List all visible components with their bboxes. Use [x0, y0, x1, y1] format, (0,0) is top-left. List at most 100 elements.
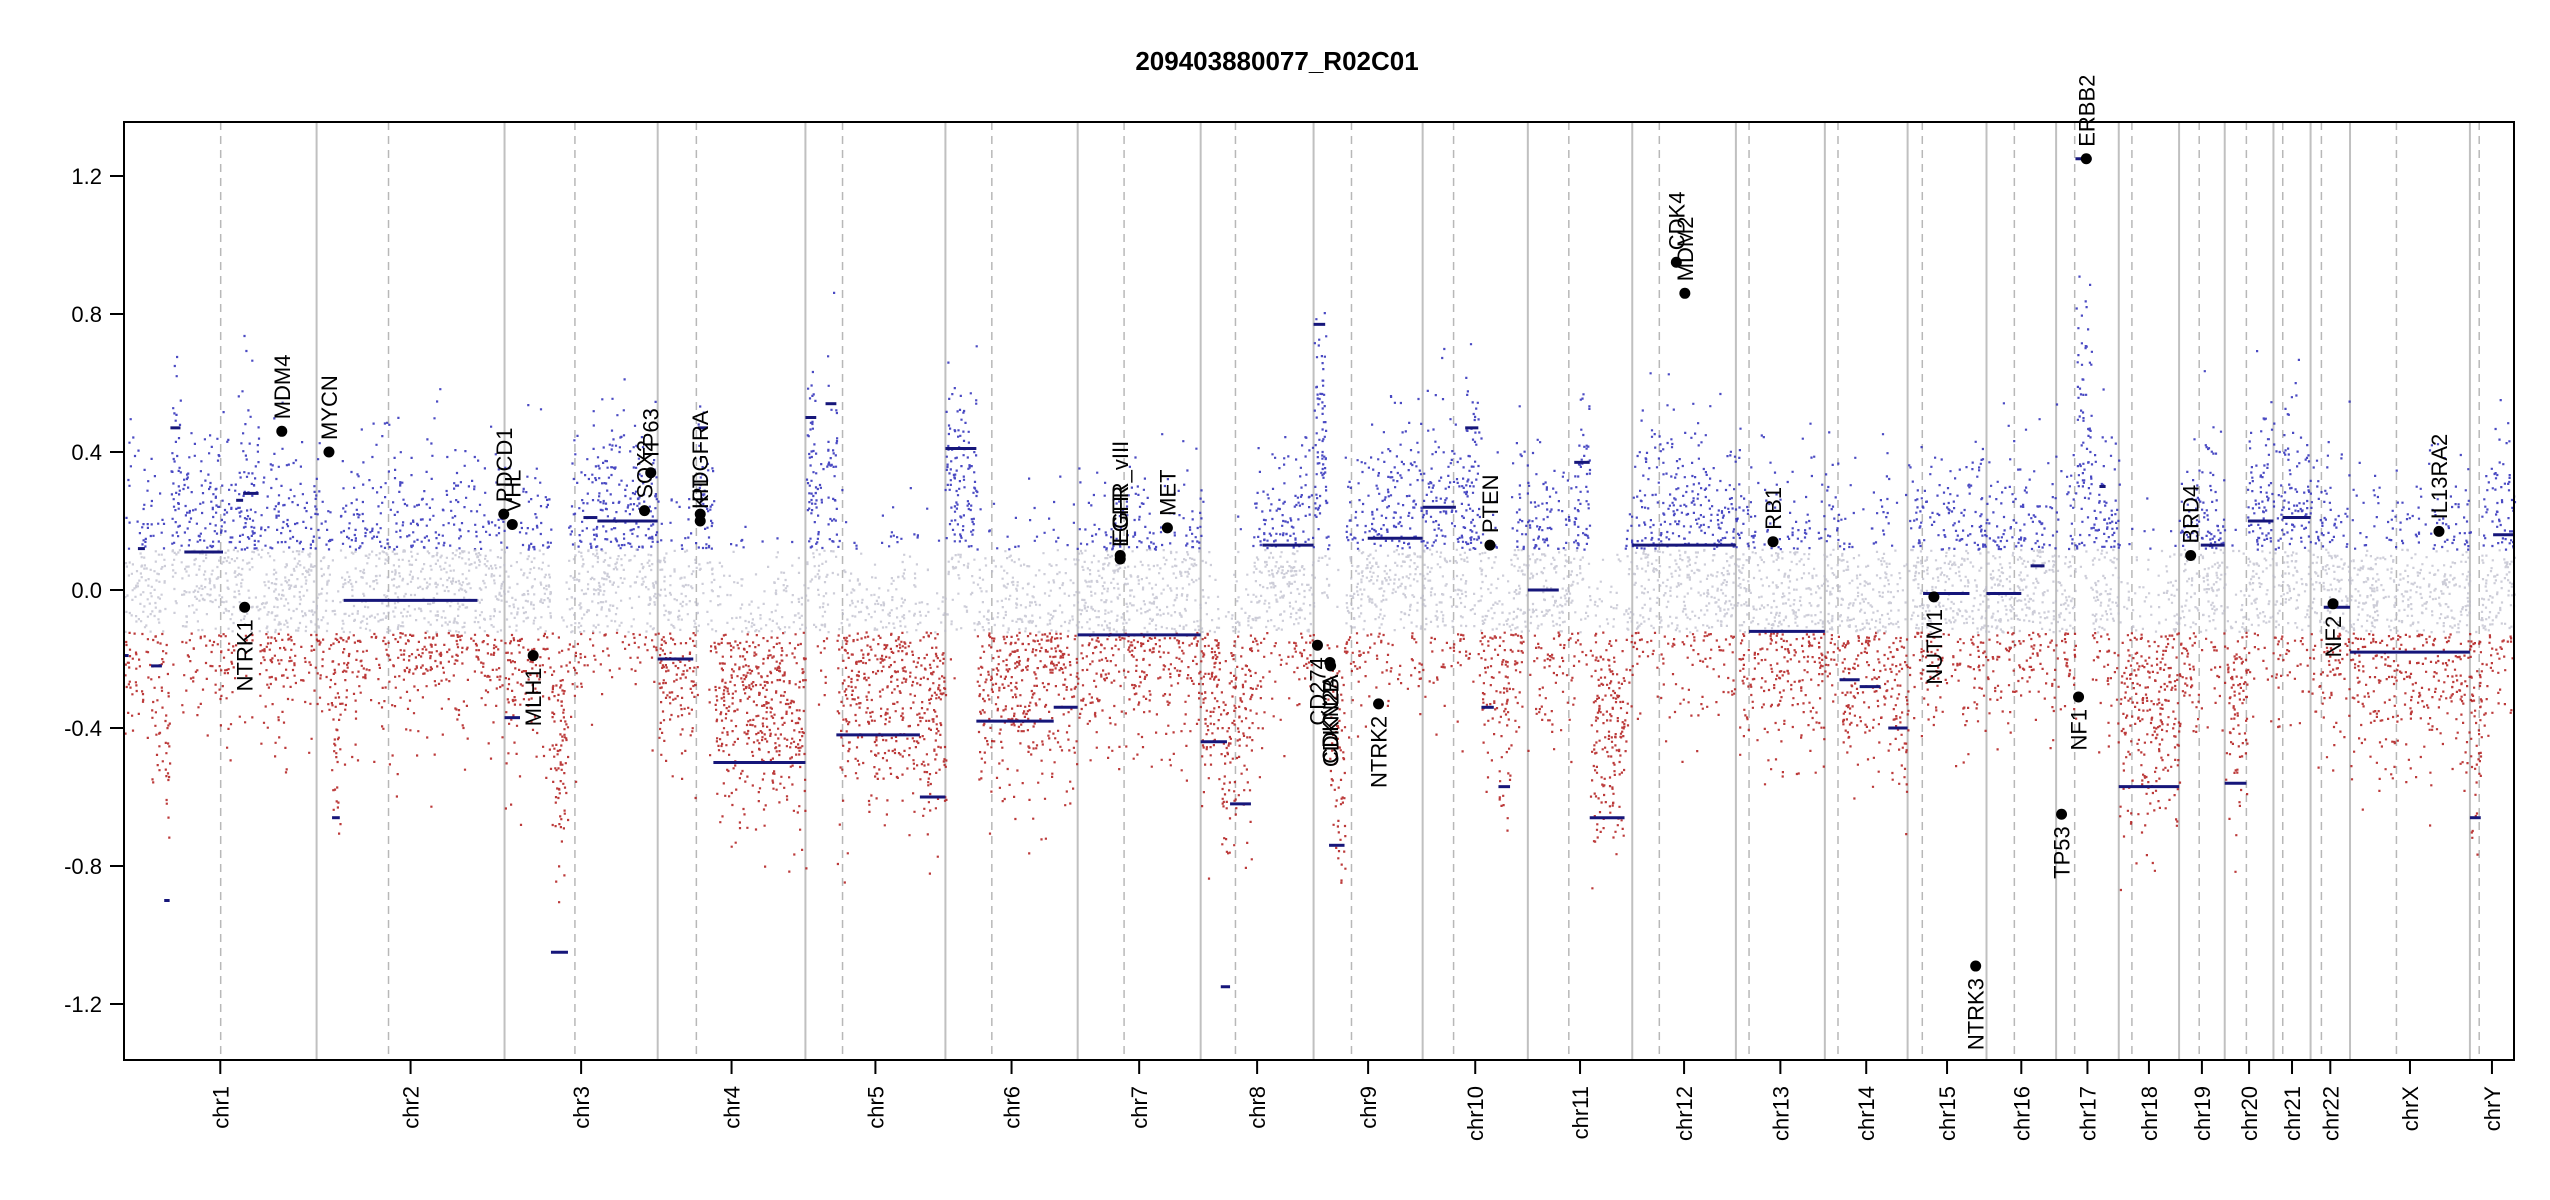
gene-label: PDCD1	[492, 428, 517, 503]
x-tick-label: chr7	[1127, 1086, 1152, 1129]
probe-cloud-chr13-neutral	[1736, 548, 1827, 634]
probe-cloud-chr7-loss	[1078, 631, 1203, 782]
probe-cloud-chr3-loss	[504, 631, 660, 904]
y-tick-label: 0.0	[71, 578, 102, 603]
gene-marker	[2056, 808, 2068, 820]
gene-label: BRD4	[2179, 485, 2204, 544]
probe-cloud-chr2-neutral	[316, 548, 506, 634]
x-tick-label: chr14	[1854, 1086, 1879, 1141]
gene-marker	[1114, 550, 1126, 561]
probe-cloud-chr8-neutral	[1200, 549, 1316, 634]
probe-cloud-chr11-loss	[1529, 631, 1634, 890]
gene-label: VHL	[500, 470, 525, 513]
probe-cloud-chr11-neutral	[1528, 548, 1635, 634]
probe-cloud-chr9-gain	[1313, 312, 1425, 551]
probe-cloud-chrX-gain	[2351, 443, 2472, 551]
probe-cloud-chr18-neutral	[2119, 549, 2181, 633]
gene-marker	[2073, 691, 2085, 703]
gene-marker	[1670, 256, 1682, 268]
gene-label: EGFR_vIII	[1108, 441, 1133, 544]
probe-cloud-chr6-loss	[949, 631, 1080, 855]
probe-cloud-chr16-loss	[1986, 631, 2058, 751]
probe-cloud-chr1-neutral	[124, 548, 319, 634]
probe-cloud-chr5-loss	[816, 631, 948, 884]
gene-label: TP63	[639, 408, 664, 461]
gene-label: MET	[1155, 469, 1180, 515]
gene-label: ERBB2	[2074, 75, 2099, 147]
gene-label: NTRK2	[1367, 716, 1392, 788]
gene-label: CDKN2B	[1319, 678, 1344, 767]
probe-cloud-chrY-gain	[2481, 399, 2517, 551]
x-tick-label: chr2	[399, 1086, 424, 1129]
probe-cloud-chr20-gain	[2231, 350, 2276, 551]
probe-cloud-chr5-neutral	[806, 548, 947, 634]
probe-cloud-chr22-loss	[2310, 632, 2352, 772]
x-tick-label: chr6	[1000, 1086, 1025, 1129]
probe-cloud-chr6-neutral	[945, 549, 1080, 634]
probe-cloud-chr8-gain	[1202, 436, 1315, 550]
probe-cloud-chr2-loss	[316, 631, 507, 835]
probe-cloud-chr17-gain	[2057, 275, 2121, 551]
gene-marker	[694, 515, 706, 527]
gene-label: NF1	[2067, 709, 2092, 751]
x-tick-label: chr8	[1245, 1086, 1270, 1129]
probe-cloud-chr13-loss	[1738, 632, 1827, 786]
y-tick-label: -0.8	[64, 854, 102, 879]
gene-marker	[645, 467, 657, 479]
centromere-lines	[219, 122, 2480, 1060]
probe-cloud-chr14-loss	[1825, 631, 1910, 836]
probe-cloud-chr19-loss	[2179, 632, 2227, 733]
gene-marker	[1325, 660, 1337, 672]
gene-marker	[1161, 522, 1173, 534]
probe-cloud-chr21-neutral	[2273, 549, 2312, 631]
gene-label: RB1	[1761, 487, 1786, 530]
gene-label: KIT	[688, 475, 713, 509]
probe-cloud-chr20-loss	[2225, 631, 2275, 873]
gene-marker	[1928, 591, 1940, 603]
gene-marker	[2433, 525, 2445, 537]
gene-marker	[2327, 598, 2339, 610]
probe-points	[124, 275, 2517, 904]
gene-label: PDGFRA	[688, 410, 713, 502]
probe-cloud-chrX-neutral	[2350, 548, 2472, 634]
probe-cloud-chr10-gain	[1423, 343, 1530, 551]
x-tick-label: chr15	[1935, 1086, 1960, 1141]
gene-marker	[498, 508, 510, 520]
y-axis: 1.2 0.8 0.4 0.0 -0.4 -0.8 -1.2	[64, 164, 125, 1017]
probe-cloud-chr12-neutral	[1632, 548, 1738, 634]
probe-cloud-chr10-loss	[1424, 631, 1530, 832]
gene-label: CDK4	[1664, 192, 1689, 251]
probe-cloud-chr7-gain	[1078, 433, 1203, 551]
gene-label: IL13RA2	[2427, 434, 2452, 520]
x-tick-label: chr16	[2009, 1086, 2034, 1141]
probe-cloud-chr3-neutral	[505, 548, 660, 634]
x-axis: chr1 chr2 chr3 chr4 chr5 chr6 chr7 chr8 chr9 chr1…	[208, 1059, 2505, 1141]
gene-label: CDKN2A	[1318, 674, 1343, 764]
gene-label: TP53	[2050, 826, 2075, 879]
x-tick-label: chr4	[720, 1086, 745, 1129]
chromosome-boundaries	[315, 122, 2471, 1060]
gene-marker	[1767, 536, 1779, 548]
probe-cloud-chr14-neutral	[1825, 548, 1908, 634]
segment-lines	[124, 157, 2514, 989]
gene-label: NF2	[2321, 616, 2346, 658]
x-tick-label: chr5	[863, 1086, 888, 1129]
gene-label: NUTM1	[1922, 609, 1947, 685]
x-tick-label: chr21	[2280, 1086, 2305, 1141]
gene-marker	[1311, 639, 1323, 651]
probe-cloud-chrY-loss	[2470, 634, 2514, 856]
x-tick-label: chr9	[1356, 1086, 1381, 1129]
gene-marker	[639, 505, 651, 517]
probe-cloud-chr13-gain	[1736, 422, 1827, 551]
y-tick-label: -1.2	[64, 992, 102, 1017]
probe-cloud-chr5-gain	[805, 291, 947, 550]
chart-title: 209403880077_R02C01	[1135, 46, 1418, 76]
probe-cloud-chr12-gain	[1632, 372, 1738, 550]
probe-cloud-chr9-neutral	[1313, 549, 1425, 632]
probe-cloud-chrX-loss	[2350, 632, 2472, 827]
probe-cloud-chr22-gain	[2310, 400, 2351, 548]
y-tick-label: 0.8	[71, 302, 102, 327]
gene-label: NTRK1	[233, 619, 258, 691]
gene-label: EGFR	[1108, 486, 1133, 547]
